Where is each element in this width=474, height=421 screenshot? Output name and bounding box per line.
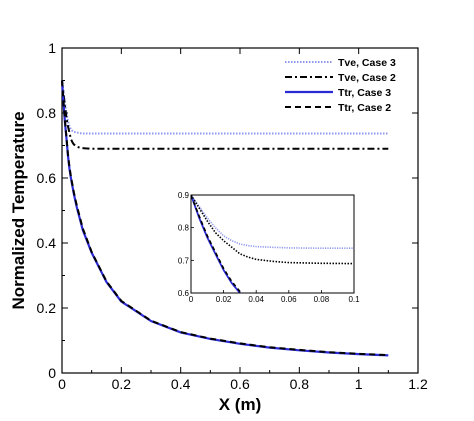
legend: Tve, Case 3 Tve, Case 2 Ttr, Case 3 Ttr, Ca… — [285, 57, 396, 114]
x-tick-label: 0.6 — [230, 376, 250, 392]
x-axis-label: X (m) — [219, 395, 262, 414]
inset-y-tick-label: 0.6 — [178, 289, 190, 298]
inset-frame — [190, 194, 355, 294]
series-line-1 — [61, 80, 389, 135]
x-tick-label: 0.2 — [112, 376, 132, 392]
inset-y-tick-label: 0.8 — [178, 224, 190, 233]
x-tick-label: 1 — [355, 376, 363, 392]
legend-label-3: Ttr, Case 3 — [338, 87, 391, 99]
y-tick-label: 0.6 — [37, 170, 57, 186]
inset-series-line-2 — [191, 195, 354, 265]
x-tick-label: 0.8 — [290, 376, 310, 392]
inset-series-group — [191, 195, 354, 293]
y-tick-label: 0.8 — [37, 105, 57, 121]
x-tick-label: 0 — [58, 376, 66, 392]
inset-x-tick-label: 0.08 — [314, 295, 330, 304]
y-tick-label: 1 — [48, 40, 56, 56]
inset-plot: 0 0.02 0.04 0.06 0.08 0.1 0.6 0.7 0.8 0.9 — [178, 187, 364, 311]
inset-series-line-1 — [191, 195, 354, 249]
inset-x-tick-label: 0.02 — [216, 295, 232, 304]
inset-x-tick-label: 0 — [189, 295, 194, 304]
legend-label-4: Ttr, Case 2 — [338, 102, 391, 114]
inset-x-tick-label: 0.04 — [248, 295, 264, 304]
inset-y-tick-label: 0.9 — [178, 191, 190, 200]
x-tick-label: 0.4 — [171, 376, 191, 392]
inset-x-tick-label: 0.1 — [348, 295, 360, 304]
main-series-group — [60, 80, 389, 357]
legend-label-1: Tve, Case 3 — [338, 57, 396, 69]
inset-x-tick-label: 0.06 — [281, 295, 297, 304]
x-tick-label: 1.2 — [408, 376, 428, 392]
inset-series-line-4 — [191, 195, 243, 293]
y-tick-label: 0.4 — [37, 235, 57, 251]
legend-label-2: Tve, Case 2 — [338, 72, 396, 84]
series-line-4 — [61, 80, 389, 357]
y-tick-label: 0 — [48, 365, 56, 381]
y-tick-label: 0.2 — [37, 300, 57, 316]
inset-y-tick-label: 0.7 — [178, 256, 190, 265]
y-axis-label: Normalized Temperature — [9, 111, 28, 309]
main-plot-area: 0 0.2 0.4 0.6 0.8 1 1.2 0 0.2 0.4 0.6 0.8 1 — [37, 40, 428, 392]
